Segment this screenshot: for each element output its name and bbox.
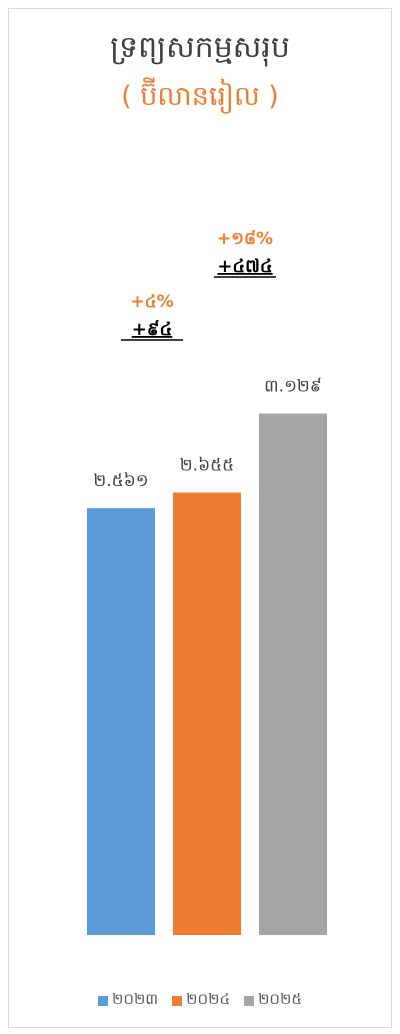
legend-item-2025: ២០២៥ (244, 990, 302, 1012)
data-label: ៣.១២៩ (264, 377, 322, 397)
bar-២០២៤ (173, 492, 241, 935)
legend: ២០២៣ ២០២៤ ២០២៥ (0, 990, 400, 1012)
data-label: ២.៦៥៥ (180, 456, 234, 476)
bar-២០២៣ (87, 508, 155, 935)
growth-delta-label: +៤៧៤ (217, 256, 272, 277)
legend-label: ២០២៣ (111, 990, 159, 1008)
growth-delta-label: +៩៤ (132, 319, 173, 340)
legend-label: ២០២៥ (258, 990, 303, 1008)
legend-swatch (97, 996, 108, 1006)
legend-item-2024: ២០២៤ (172, 990, 230, 1012)
bar-២០២៥ (259, 413, 327, 935)
legend-label: ២០២៤ (186, 990, 231, 1008)
chart-subtitle: ( ប៊ីលានរៀល ) (121, 81, 279, 112)
chart-title: ទ្រព្យសកម្មសរុប (110, 30, 290, 65)
data-label: ២.៥៦១ (93, 471, 148, 491)
growth-percent-label: +១៨% (217, 229, 273, 249)
legend-swatch (172, 996, 183, 1006)
legend-swatch (244, 996, 255, 1006)
legend-item-2023: ២០២៣ (97, 990, 159, 1012)
growth-percent-label: +៤% (130, 292, 173, 312)
